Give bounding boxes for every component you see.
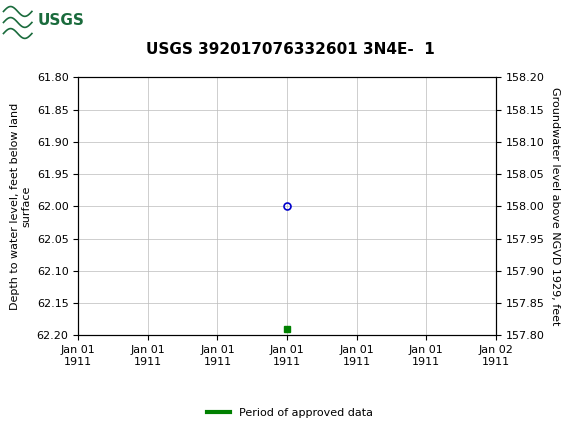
Y-axis label: Groundwater level above NGVD 1929, feet: Groundwater level above NGVD 1929, feet bbox=[550, 87, 560, 326]
Text: USGS: USGS bbox=[38, 13, 85, 28]
FancyBboxPatch shape bbox=[3, 2, 67, 39]
Legend: Period of approved data: Period of approved data bbox=[203, 403, 377, 422]
Y-axis label: Depth to water level, feet below land
surface: Depth to water level, feet below land su… bbox=[9, 103, 31, 310]
Text: USGS 392017076332601 3N4E-  1: USGS 392017076332601 3N4E- 1 bbox=[146, 42, 434, 57]
